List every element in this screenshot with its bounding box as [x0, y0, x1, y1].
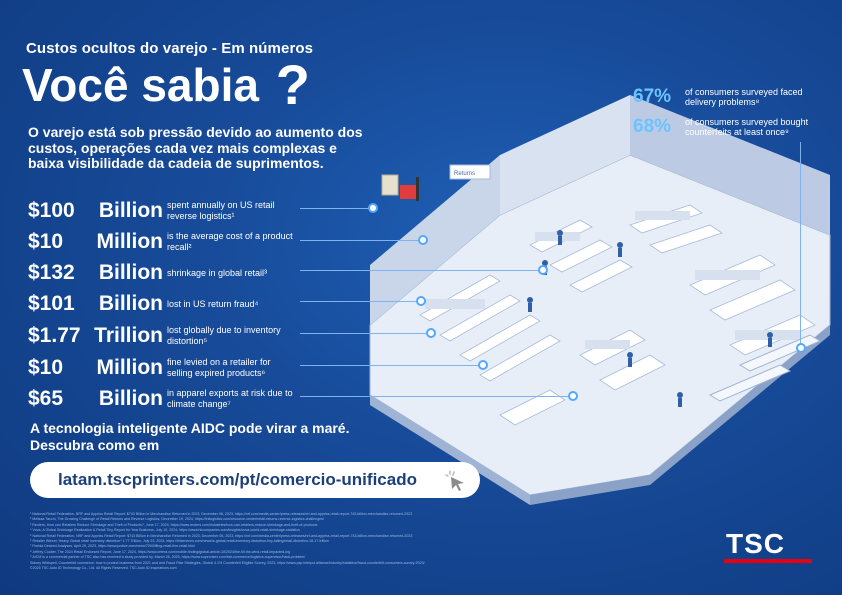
stat-unit: Billion: [98, 199, 163, 222]
stat-unit: Million: [96, 356, 164, 379]
stat-desc: shrinkage in global retail³: [167, 267, 268, 278]
stat-item: $10 Million fine levied on a retailer for…: [28, 354, 297, 382]
stat-desc: lost in US return fraud⁴: [167, 298, 259, 309]
hotspot-dot: [426, 328, 436, 338]
stat-value: $100: [28, 199, 75, 222]
stat-item: $100 Billion spent annually on US retail …: [28, 197, 297, 225]
footnote: ³ Reuters, How can Retailers Reduce Shri…: [30, 522, 318, 527]
stat-unit: Million: [96, 230, 164, 253]
hotspot-dot: [416, 296, 426, 306]
leader-line: [300, 270, 540, 271]
stat-value: $10: [28, 356, 64, 379]
logo-text: TSC: [726, 528, 785, 559]
leader-line: [300, 301, 418, 302]
footnote: ⁵ National Retail Federation, NRF and Ap…: [30, 533, 413, 538]
stat-item: $65 Billion in apparel exports at risk du…: [28, 385, 297, 413]
stat-value: $10: [28, 230, 64, 253]
stat-unit: Billion: [98, 292, 163, 315]
stat-value: $101: [28, 292, 75, 315]
stat-value: $132: [28, 261, 75, 284]
hotspot-dot: [796, 343, 806, 353]
footnote: ⁴ Vova, A Global Shrinkage Realization &…: [30, 528, 300, 533]
intro-text: O varejo está sob pressão devido ao aume…: [28, 124, 363, 171]
leader-line: [300, 240, 420, 241]
hotspot-dot: [568, 391, 578, 401]
stat-item: $1.77 Trillion lost globally due to inven…: [28, 322, 297, 350]
hotspot-dot: [538, 265, 548, 275]
footnote: ⁷ Florida Desired Analyses, April 29, 20…: [30, 544, 195, 549]
leader-line: [300, 333, 428, 334]
right-stat-desc: of consumers surveyed bought counterfeit…: [685, 117, 809, 137]
leader-line: [800, 142, 801, 347]
stat-item: $10 Million is the average cost of a prod…: [28, 228, 297, 256]
forklift-icon: [381, 174, 419, 201]
stat-item: $101 Billion lost in US return fraud⁴: [28, 290, 297, 318]
hotspot-dot: [418, 235, 428, 245]
hotspot-dot: [368, 203, 378, 213]
store-sign: Returns: [454, 171, 475, 177]
stat-unit: Trillion: [94, 324, 163, 347]
hotspot-dot: [478, 360, 488, 370]
title-text: Você sabia: [22, 59, 259, 111]
stat-item: $132 Billion shrinkage in global retail³: [28, 259, 297, 287]
right-stat-desc: of consumers surveyed faced delivery pro…: [685, 87, 803, 107]
right-stat-value: 68%: [633, 116, 672, 137]
copyright: ©2025 TSC Auto ID Technology Co., Ltd. A…: [30, 566, 177, 571]
right-stat-item: 68% of consumers surveyed bought counter…: [633, 116, 825, 138]
footnote: ⁹ AICM is a commercial partner of TSC al…: [30, 555, 306, 560]
right-stat-value: 67%: [633, 86, 672, 107]
stat-unit: Billion: [98, 387, 163, 410]
cta-text: A tecnologia inteligente AIDC pode virar…: [30, 420, 350, 453]
footnotes: ¹ National Retail Federation, NRF and Ap…: [30, 512, 730, 571]
stat-unit: Billion: [98, 261, 163, 284]
right-stat-item: 67% of consumers surveyed faced delivery…: [633, 86, 825, 108]
leader-line: [300, 208, 372, 209]
stat-desc: spent annually on US retail reverse logi…: [167, 200, 275, 221]
footnote: ⁸ Jeffrey Coulter, The 2024 Retail Endor…: [30, 549, 291, 554]
tsc-logo: TSC: [724, 528, 812, 563]
footnote: ¹ National Retail Federation, NRF and Ap…: [30, 512, 413, 516]
stat-desc: lost globally due to inventory distortio…: [167, 325, 281, 346]
leader-line: [300, 396, 570, 397]
pointer-cursor-icon: [445, 470, 464, 491]
stat-desc: is the average cost of a product recall²: [167, 231, 293, 252]
logo-red-bar: [724, 559, 812, 563]
stat-desc: in apparel exports at risk due to climat…: [167, 388, 293, 409]
stat-value: $65: [28, 387, 64, 410]
subtitle: Custos ocultos do varejo - Em números: [26, 40, 314, 57]
footnote: ² Melissa Tacchi, The Growing Challenge …: [30, 517, 324, 522]
store-illustration: Returns: [369, 95, 831, 505]
question-mark: ?: [275, 53, 310, 116]
url-text[interactable]: latam.tscprinters.com/pt/comercio-unific…: [58, 470, 417, 489]
stat-value: $1.77: [28, 324, 81, 347]
footnote: Sidney Whitspell, Counterfeit commerce: …: [30, 560, 425, 565]
page-title: Você sabia ?: [22, 57, 310, 113]
stat-desc: fine levied on a retailer for selling ex…: [167, 357, 271, 378]
footnote: ⁶ Retailer Wiesel, Heavy Global retail i…: [30, 539, 329, 544]
leader-line: [300, 365, 480, 366]
url-link-button[interactable]: latam.tscprinters.com/pt/comercio-unific…: [30, 462, 480, 498]
